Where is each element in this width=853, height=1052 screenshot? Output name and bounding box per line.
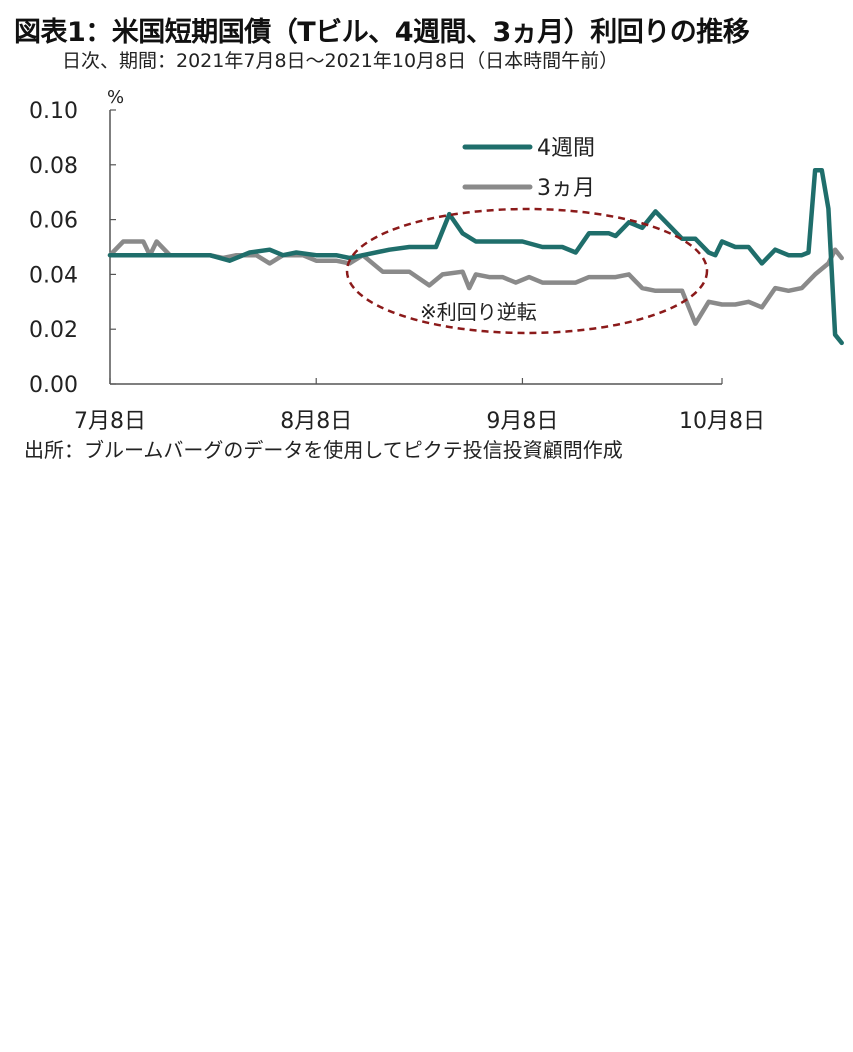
chart-subtitle: 日次、期間：2021年7月8日～2021年10月8日（日本時間午前） <box>62 50 619 72</box>
legend-label: 3ヵ月 <box>537 176 595 201</box>
line-chart: 0.10 0.08 0.06 0.04 0.02 0.00% 7月8日 8月8日 9月8日 10月… <box>29 87 844 434</box>
source-note: 出所：ブルームバーグのデータを使用してピクテ投信投資顧問作成 <box>24 438 623 462</box>
y-tick-label: 0.06 <box>29 209 78 234</box>
legend-label: 4週間 <box>537 136 595 161</box>
y-tick-label: 0.08 <box>29 154 78 179</box>
series-line-4-weeks <box>107 168 844 346</box>
x-tick-label: 10月8日 <box>679 409 765 434</box>
annotation-layer: ※利回り逆転 <box>345 207 709 335</box>
series-line-3-months <box>107 239 844 326</box>
series-layer <box>107 168 844 346</box>
y-axis-unit: % <box>107 87 124 108</box>
y-tick-label: 0.10 <box>29 99 78 124</box>
y-tick-label: 0.02 <box>29 318 78 343</box>
y-tick-label: 0.04 <box>29 263 78 288</box>
chart-axes: 0.10 0.08 0.06 0.04 0.02 0.00% 7月8日 8月8日 9月8日 10月… <box>29 87 765 434</box>
inversion-ellipse <box>345 207 709 335</box>
x-tick-label: 9月8日 <box>486 409 558 434</box>
y-tick-label: 0.00 <box>29 373 78 398</box>
annotation-label: ※利回り逆転 <box>420 300 537 324</box>
legend: 4週間 3ヵ月 <box>462 136 595 201</box>
chart-title: 図表1：米国短期国債（Tビル、4週間、3ヵ月）利回りの推移 <box>14 17 750 48</box>
x-tick-label: 7月8日 <box>74 409 146 434</box>
x-tick-label: 8月8日 <box>280 409 352 434</box>
